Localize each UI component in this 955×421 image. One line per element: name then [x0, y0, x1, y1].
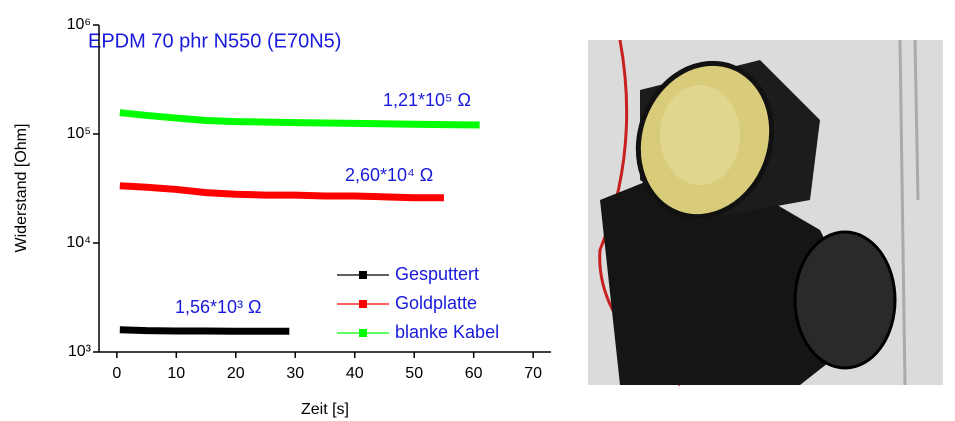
- x-tick-label: 60: [465, 365, 483, 382]
- x-tick-label: 40: [346, 365, 364, 382]
- y-tick-label: 10⁴: [66, 234, 91, 251]
- annotation: 1,56*10³ Ω: [175, 297, 262, 317]
- legend-marker: [359, 329, 367, 337]
- legend-label: Gesputtert: [395, 264, 479, 284]
- photo: [588, 39, 943, 387]
- legend-label: Goldplatte: [395, 293, 477, 313]
- legend-marker: [359, 271, 367, 279]
- y-tick-label: 10³: [68, 343, 92, 360]
- x-tick-label: 30: [286, 365, 304, 382]
- series-line: [119, 109, 480, 129]
- series-line: [119, 326, 290, 335]
- legend-label: blanke Kabel: [395, 322, 499, 342]
- legend-marker: [359, 300, 367, 308]
- y-axis-label: Widerstand [Ohm]: [13, 124, 30, 253]
- y-tick-label: 10⁵: [67, 125, 91, 142]
- y-tick-label: 10⁶: [67, 16, 91, 33]
- annotation: 2,60*10⁴ Ω: [345, 165, 433, 185]
- x-tick-label: 0: [112, 365, 121, 382]
- x-tick-label: 10: [167, 365, 185, 382]
- x-tick-label: 70: [524, 365, 542, 382]
- annotation: 1,21*10⁵ Ω: [383, 90, 471, 110]
- x-tick-label: 20: [227, 365, 245, 382]
- series-line: [119, 182, 444, 202]
- x-tick-label: 50: [405, 365, 423, 382]
- x-axis-label: Zeit [s]: [301, 401, 349, 418]
- chart-title: EPDM 70 phr N550 (E70N5): [88, 30, 341, 52]
